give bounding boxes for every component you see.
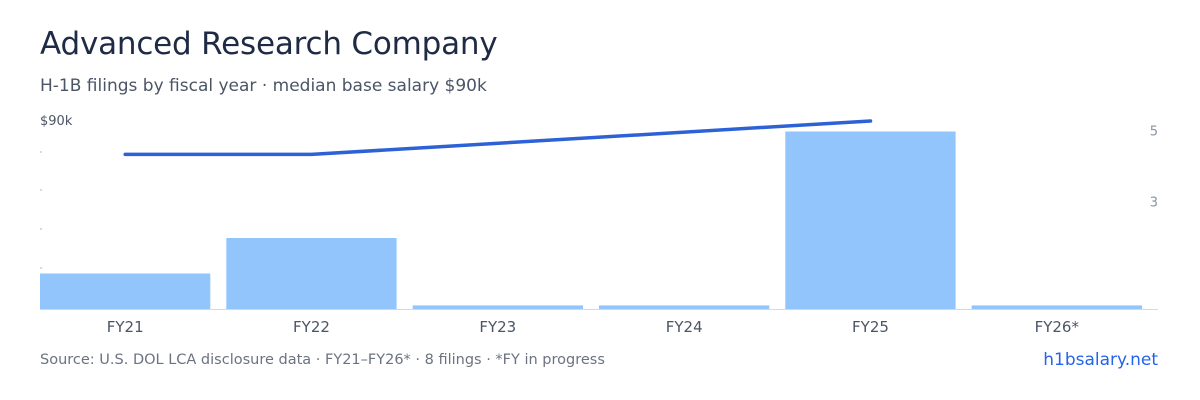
bar-fy22 xyxy=(226,238,397,309)
salary-line xyxy=(123,119,873,157)
category-label-fy22: FY22 xyxy=(293,318,330,336)
category-label-fy25: FY25 xyxy=(852,318,889,336)
right-axis-tick-5: 5 xyxy=(1150,125,1158,140)
bar-fy26-partial xyxy=(971,305,1142,309)
right-axis-tick-3: 3 xyxy=(1150,196,1158,211)
left-axis-dots xyxy=(40,151,42,269)
bar-fy21 xyxy=(40,273,211,309)
site-link[interactable]: h1bsalary.net xyxy=(1043,350,1158,370)
category-label-fy23: FY23 xyxy=(479,318,516,336)
source-note: Source: U.S. DOL LCA disclosure data · F… xyxy=(40,352,605,368)
category-label-fy24: FY24 xyxy=(666,318,703,336)
left-axis-dot-4 xyxy=(40,267,42,269)
chart-title: Advanced Research Company xyxy=(40,26,498,62)
left-axis-dot-2 xyxy=(40,189,42,191)
category-label-fy26-partial: FY26* xyxy=(1035,318,1080,336)
category-labels: FY21 FY22 FY23 FY24 FY25 FY26* xyxy=(107,318,1080,336)
left-axis-dot-3 xyxy=(40,228,42,230)
bar-fy25 xyxy=(785,131,956,309)
category-label-fy21: FY21 xyxy=(107,318,144,336)
bar-fy23 xyxy=(412,305,583,309)
left-axis-dot-1 xyxy=(40,151,42,153)
chart-subtitle: H-1B filings by fiscal year · median bas… xyxy=(40,76,487,96)
right-axis-ticks: 53 xyxy=(1150,125,1158,211)
bar-group xyxy=(40,131,1142,309)
left-axis-top-label: $90k xyxy=(40,114,73,129)
bar-fy24 xyxy=(599,305,770,309)
